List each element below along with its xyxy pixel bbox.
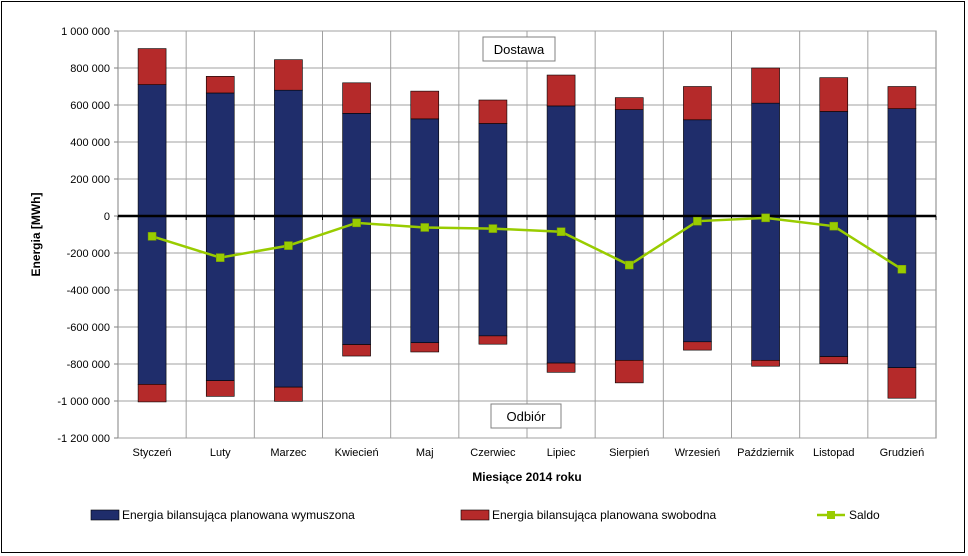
- bar-swobodna-negative: [137, 384, 167, 403]
- x-tick-label: Październik: [737, 447, 794, 459]
- bar-swobodna-positive: [478, 99, 508, 124]
- bar-wymuszona-negative: [546, 215, 576, 364]
- bar-swobodna-positive: [137, 48, 167, 85]
- bar-swobodna-positive: [683, 86, 712, 121]
- bar-wymuszona-positive: [342, 113, 371, 217]
- bar-wymuszona-positive: [751, 102, 780, 217]
- odbior-label: Odbiór: [506, 409, 546, 424]
- bar-wymuszona-positive: [205, 92, 235, 217]
- saldo-point: [488, 224, 498, 233]
- bar-wymuszona-positive: [546, 105, 576, 217]
- bar-swobodna-positive: [205, 76, 235, 94]
- legend-label-wymuszona: Energia bilansująca planowana wymuszona: [122, 508, 355, 522]
- bar-wymuszona-negative: [410, 215, 440, 344]
- bar-wymuszona-positive: [887, 108, 917, 217]
- x-tick-label: Maj: [416, 447, 434, 459]
- saldo-point: [420, 223, 429, 232]
- bar-wymuszona-negative: [751, 215, 780, 361]
- y-tick-label: 0: [104, 211, 110, 223]
- y-tick-label: 1 000 000: [61, 26, 110, 38]
- bar-wymuszona-negative: [342, 215, 371, 345]
- x-tick-label: Sierpień: [609, 447, 649, 459]
- bar-swobodna-positive: [887, 86, 917, 110]
- dostawa-label: Dostawa: [494, 42, 545, 57]
- y-tick-label: 600 000: [70, 100, 110, 112]
- saldo-point: [829, 221, 838, 231]
- bar-wymuszona-positive: [819, 111, 849, 217]
- legend-swatch-wymuszona: [90, 509, 120, 521]
- y-tick-label: -1 200 000: [57, 433, 110, 445]
- bar-wymuszona-positive: [274, 89, 303, 217]
- bar-swobodna-negative: [819, 356, 849, 364]
- saldo-point: [284, 241, 293, 250]
- x-tick-label: Czerwiec: [470, 447, 516, 459]
- odbior-box: [490, 403, 562, 429]
- bar-wymuszona-positive: [614, 109, 644, 217]
- saldo-point: [556, 227, 566, 236]
- bar-wymuszona-negative: [819, 215, 849, 357]
- saldo-line: [151, 216, 903, 271]
- x-tick-label: Wrzesień: [675, 447, 721, 459]
- y-tick-label: -800 000: [67, 359, 110, 371]
- bar-wymuszona-positive: [410, 118, 440, 217]
- x-tick-label: Kwiecień: [335, 447, 379, 459]
- saldo-point: [693, 216, 702, 226]
- bar-swobodna-negative: [274, 386, 303, 402]
- y-tick-label: 200 000: [70, 174, 110, 186]
- y-tick-label: -200 000: [67, 248, 110, 260]
- y-tick-label: -400 000: [67, 285, 110, 297]
- y-tick-label: 800 000: [70, 63, 110, 75]
- bar-swobodna-positive: [751, 67, 780, 104]
- bar-wymuszona-positive: [137, 84, 167, 217]
- bar-swobodna-negative: [342, 344, 371, 357]
- bar-swobodna-negative: [614, 359, 644, 384]
- saldo-point: [216, 253, 225, 262]
- saldo-point: [625, 260, 634, 270]
- bar-swobodna-positive: [274, 59, 303, 91]
- x-tick-label: Luty: [210, 447, 231, 459]
- bar-wymuszona-negative: [683, 215, 712, 343]
- x-tick-label: Listopad: [813, 447, 855, 459]
- bar-swobodna-negative: [478, 335, 508, 345]
- bar-swobodna-negative: [205, 380, 235, 397]
- y-tick-label: 400 000: [70, 137, 110, 149]
- bar-swobodna-positive: [819, 77, 849, 112]
- bar-swobodna-negative: [887, 367, 917, 399]
- legend-swatch-swobodna: [460, 509, 490, 521]
- bar-swobodna-positive: [614, 97, 644, 110]
- bar-swobodna-positive: [410, 90, 440, 120]
- saldo-point: [761, 213, 770, 223]
- legend-swatch-saldo-marker: [827, 511, 835, 519]
- bar-swobodna-negative: [410, 342, 440, 353]
- saldo-point: [897, 265, 907, 274]
- bar-wymuszona-negative: [205, 215, 235, 381]
- bar-wymuszona-negative: [478, 215, 508, 337]
- y-tick-label: -600 000: [67, 322, 110, 334]
- x-tick-label: Grudzień: [880, 447, 925, 459]
- bar-wymuszona-positive: [683, 119, 712, 217]
- bar-swobodna-negative: [546, 362, 576, 373]
- x-axis-title: Miesiące 2014 roku: [472, 470, 581, 484]
- y-axis-title: Energia [MWh]: [29, 193, 43, 277]
- saldo-point: [147, 232, 157, 241]
- x-tick-label: Lipiec: [547, 447, 576, 459]
- legend-label-swobodna: Energia bilansująca planowana swobodna: [492, 508, 716, 522]
- legend-label-saldo: Saldo: [849, 508, 880, 522]
- bar-wymuszona-positive: [478, 123, 508, 217]
- x-tick-label: Marzec: [270, 447, 307, 459]
- saldo-point: [352, 218, 361, 228]
- bar-swobodna-positive: [342, 82, 371, 114]
- bar-wymuszona-negative: [614, 215, 644, 361]
- bar-swobodna-positive: [546, 74, 576, 107]
- bar-swobodna-negative: [683, 341, 712, 351]
- bar-swobodna-negative: [751, 359, 780, 367]
- x-tick-label: Styczeń: [133, 447, 172, 459]
- bar-wymuszona-negative: [887, 215, 917, 368]
- dostawa-box: [482, 36, 556, 62]
- y-tick-label: -1 000 000: [57, 396, 110, 408]
- bar-wymuszona-negative: [137, 215, 167, 385]
